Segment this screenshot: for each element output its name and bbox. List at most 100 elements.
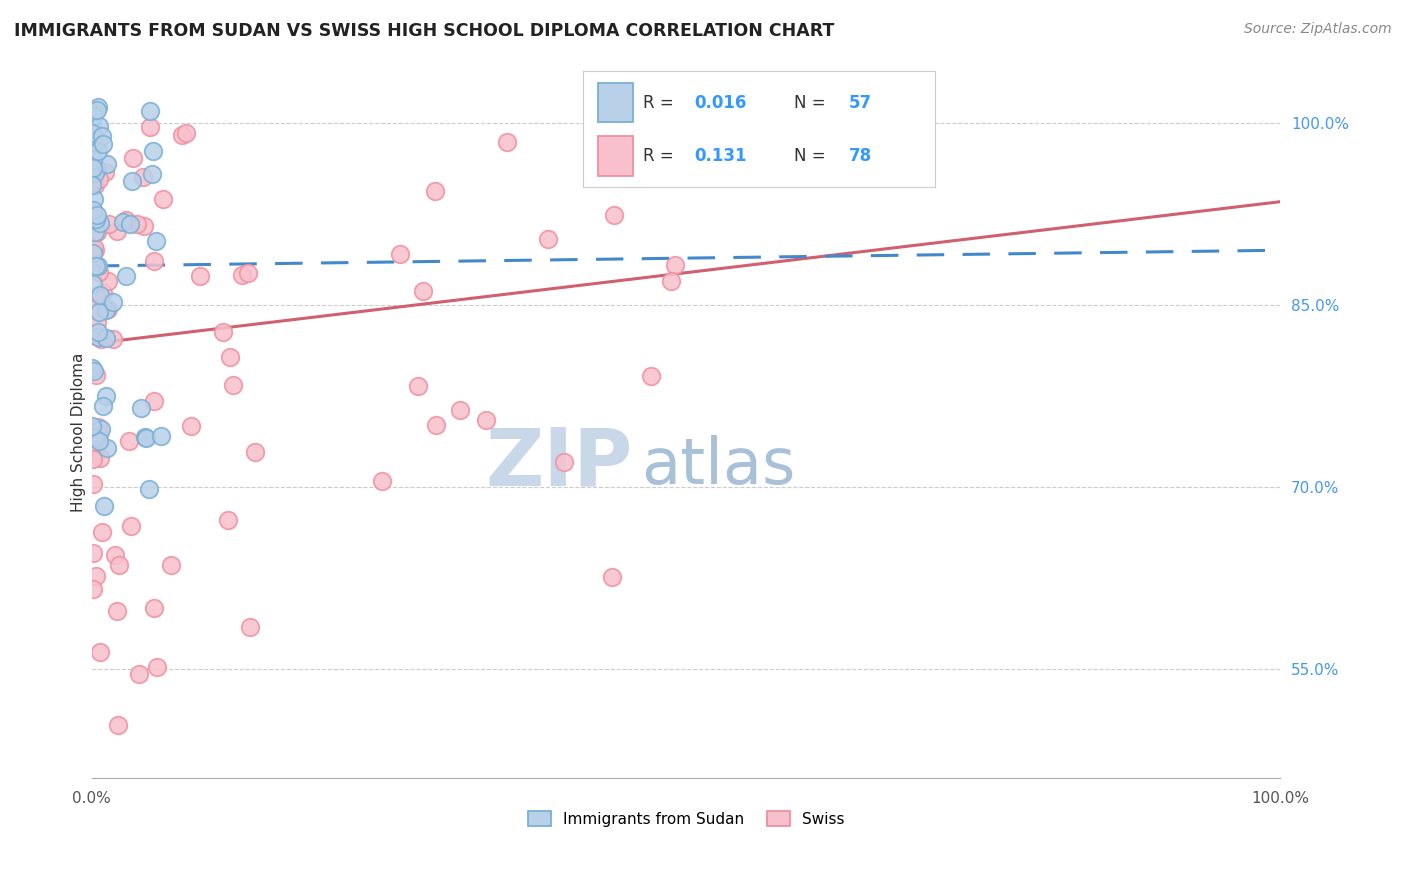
Point [86,100,108,114]
Point [87,427,110,442]
Point [146,660,169,674]
Point [115,268,138,283]
Point [91,128,114,143]
Point [83,431,105,445]
Point [101,294,124,309]
Point [86,315,108,329]
Point [82,178,104,192]
Legend: Immigrants from Sudan, Swiss: Immigrants from Sudan, Swiss [522,805,851,833]
Point [87,305,110,319]
Point [89,288,111,302]
Point [82,109,104,123]
Text: ZIP: ZIP [485,425,633,502]
Point [134,430,156,444]
Point [132,219,155,233]
Point [90,332,112,346]
Point [82,116,104,130]
Point [495,135,517,149]
Point [82,245,104,260]
Text: N =: N = [794,147,831,165]
Point [661,274,683,288]
Point [104,548,127,562]
Point [218,513,240,527]
Text: atlas: atlas [641,434,796,497]
Point [86,290,108,304]
Point [89,450,111,465]
Point [107,558,129,573]
Point [120,519,142,533]
Point [174,127,197,141]
Text: 57: 57 [849,94,872,112]
Point [93,499,115,513]
Point [125,217,148,231]
Point [139,120,162,134]
Point [96,302,118,317]
Point [96,302,118,317]
Point [143,394,166,409]
Point [138,482,160,496]
Point [82,477,104,491]
Point [449,403,471,417]
Point [425,184,447,198]
Point [89,434,111,449]
Point [129,401,152,415]
Point [86,225,108,239]
Point [121,151,143,165]
Point [82,301,104,316]
Point [553,455,575,469]
Point [89,216,111,230]
Point [149,429,172,443]
Point [139,104,162,119]
Point [135,431,157,445]
Point [90,524,112,539]
Point [107,718,129,732]
Point [219,350,242,364]
Point [82,360,104,375]
Point [86,144,108,158]
Point [84,259,107,273]
Point [97,274,120,288]
Point [406,378,429,392]
Text: 78: 78 [849,147,872,165]
Point [91,399,114,413]
Point [82,452,104,467]
Point [86,103,108,117]
Point [537,232,560,246]
Point [640,368,662,383]
Text: IMMIGRANTS FROM SUDAN VS SWISS HIGH SCHOOL DIPLOMA CORRELATION CHART: IMMIGRANTS FROM SUDAN VS SWISS HIGH SCHO… [14,22,834,40]
Point [83,436,105,450]
Point [86,161,108,176]
Point [87,171,110,186]
Point [117,434,139,448]
Text: 0.131: 0.131 [695,147,747,165]
Point [82,277,104,291]
Point [371,474,394,488]
Point [82,446,104,460]
Point [118,217,141,231]
Point [142,254,165,268]
Point [239,620,262,634]
Point [84,225,107,239]
Point [82,209,104,223]
Point [89,644,111,658]
Point [83,192,105,206]
Point [91,285,114,300]
Point [84,368,107,382]
Point [121,174,143,188]
Point [96,156,118,170]
Point [475,413,498,427]
Point [94,165,117,179]
Point [96,331,118,345]
Point [84,165,107,179]
Point [142,600,165,615]
Point [87,419,110,434]
Point [412,284,434,298]
Point [83,243,105,257]
Point [222,378,245,392]
Point [94,388,117,402]
Point [83,364,105,378]
Point [603,208,626,222]
Point [152,192,174,206]
Point [145,234,167,248]
Y-axis label: High School Diploma: High School Diploma [72,352,86,512]
